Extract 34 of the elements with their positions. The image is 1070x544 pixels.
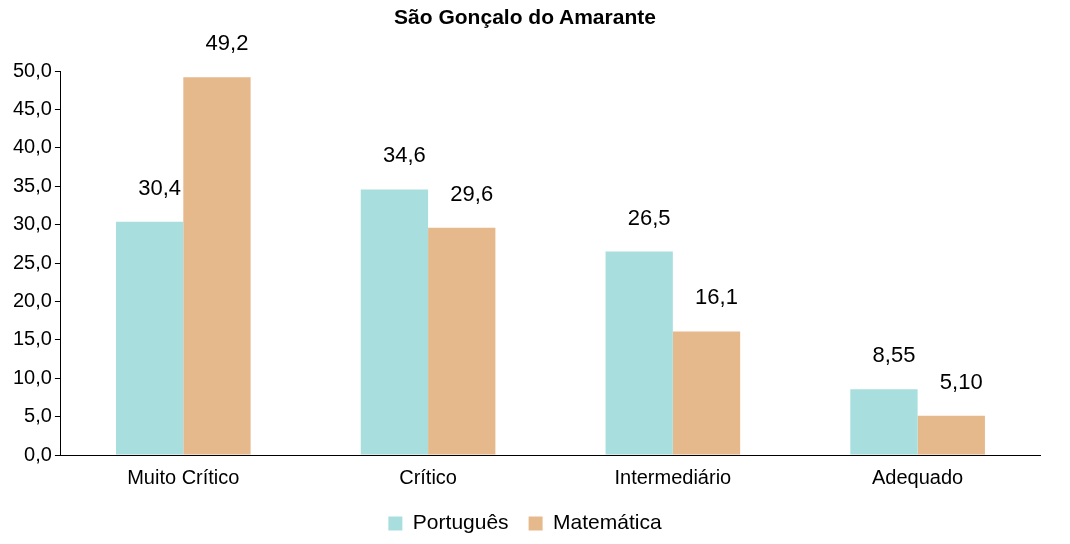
y-tick-label: 35,0 bbox=[12, 173, 52, 196]
bar bbox=[116, 221, 184, 455]
data-label: 34,6 bbox=[383, 142, 426, 168]
bar bbox=[917, 415, 985, 455]
data-label: 30,4 bbox=[138, 174, 182, 200]
x-tick-label: Adequado bbox=[872, 465, 964, 488]
y-tick-label: 0,0 bbox=[24, 442, 52, 465]
x-tick-label: Intermediário bbox=[614, 465, 732, 488]
data-label: 8,55 bbox=[872, 342, 916, 368]
data-label: 16,1 bbox=[695, 284, 738, 310]
x-tick-label: Muito Crítico bbox=[127, 465, 240, 488]
y-tick-label: 15,0 bbox=[12, 327, 52, 350]
bar bbox=[672, 331, 741, 455]
legend-label: Matemática bbox=[553, 510, 662, 534]
bar bbox=[605, 251, 673, 455]
bar bbox=[360, 189, 429, 455]
y-tick-label: 20,0 bbox=[12, 289, 52, 311]
data-label: 5,10 bbox=[939, 368, 983, 394]
bar bbox=[850, 389, 918, 455]
y-tick-label: 5,0 bbox=[24, 404, 52, 427]
x-tick-label: Crítico bbox=[399, 465, 457, 488]
y-tick-label: 30,0 bbox=[12, 212, 52, 235]
data-label: 49,2 bbox=[205, 30, 249, 56]
y-tick-label: 40,0 bbox=[12, 135, 52, 158]
legend-label: Português bbox=[412, 510, 509, 534]
y-tick-label: 10,0 bbox=[12, 365, 52, 388]
bar bbox=[183, 77, 251, 455]
y-tick-label: 45,0 bbox=[12, 97, 52, 120]
chart-title: São Gonçalo do Amarante bbox=[394, 5, 656, 29]
y-tick-label: 25,0 bbox=[12, 250, 52, 273]
data-label: 26,5 bbox=[627, 204, 671, 230]
data-label: 29,6 bbox=[450, 180, 494, 206]
y-tick-label: 50,0 bbox=[12, 58, 52, 81]
bar bbox=[428, 227, 496, 455]
